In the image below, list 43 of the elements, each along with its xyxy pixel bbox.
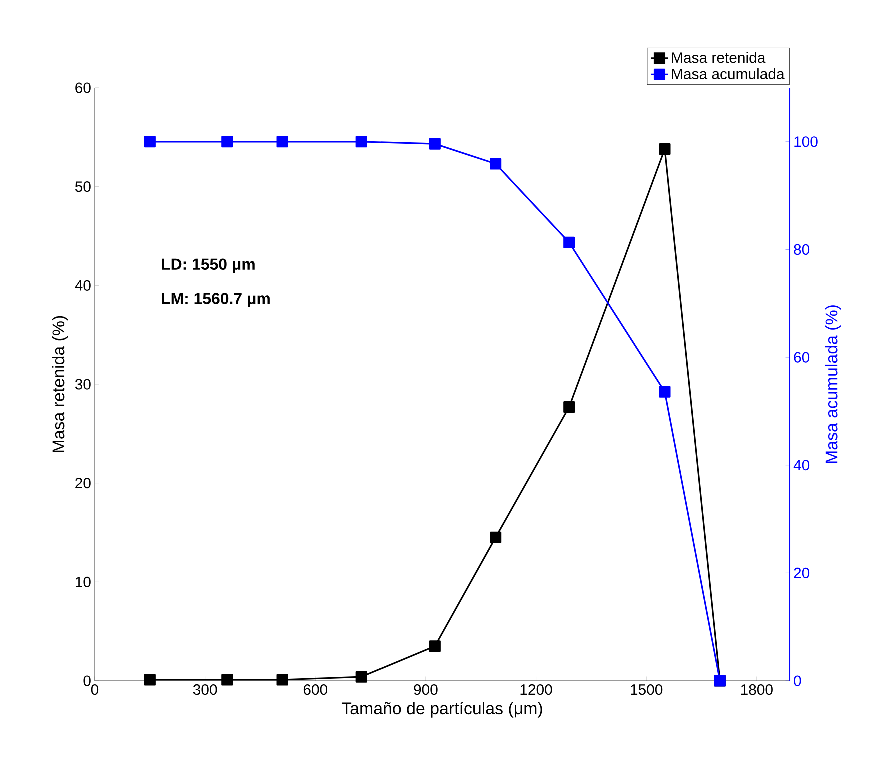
- point: [356, 671, 368, 683]
- y2-tick-label: 20: [794, 568, 810, 578]
- x-tick-label: 900: [414, 684, 438, 696]
- y2-tick-label: 60: [794, 352, 810, 363]
- y-tick-label: 0: [84, 676, 91, 686]
- point: [564, 236, 576, 248]
- point: [144, 136, 156, 148]
- x-tick-label: 300: [193, 684, 218, 696]
- point: [144, 674, 156, 686]
- point: [564, 401, 576, 414]
- x-tick-label: 0: [91, 684, 99, 696]
- y-tick-label: 40: [75, 280, 91, 291]
- x-axis-title: Tamaño de partículas (μm): [342, 702, 542, 718]
- y2-tick-label: 100: [794, 136, 818, 148]
- point: [356, 136, 368, 148]
- y-axis-title: Masa retenida (%): [52, 316, 68, 452]
- point: [490, 158, 502, 170]
- point: [276, 674, 288, 686]
- y-tick-label: 10: [76, 576, 91, 588]
- point: [222, 674, 234, 686]
- y2-axis-title: Masa acumulada (%): [825, 306, 842, 464]
- x-tick-label: 1800: [741, 684, 773, 696]
- point: [429, 640, 441, 652]
- point: [659, 386, 671, 398]
- point: [429, 138, 441, 150]
- y2-tick-label: 0: [794, 676, 802, 686]
- y2-tick-label: 80: [794, 244, 810, 256]
- x-tick-label: 600: [304, 684, 328, 696]
- point: [659, 143, 671, 156]
- y-tick-label: 20: [76, 478, 91, 489]
- legend-label: Masa acumulada: [672, 68, 785, 80]
- annotation: LM: 1560.7 μm: [162, 293, 270, 308]
- legend-label: Masa retenida: [672, 52, 766, 64]
- x-tick-label: 1500: [631, 684, 663, 696]
- point: [222, 136, 234, 148]
- annotation: LD: 1550 μm: [162, 258, 255, 274]
- y-tick-label: 50: [75, 182, 91, 192]
- point: [490, 532, 502, 544]
- y-tick-label: 60: [76, 82, 91, 94]
- x-tick-label: 1200: [520, 684, 552, 696]
- y-tick-label: 30: [75, 379, 91, 390]
- point: [276, 136, 288, 148]
- y2-tick-label: 40: [794, 460, 810, 471]
